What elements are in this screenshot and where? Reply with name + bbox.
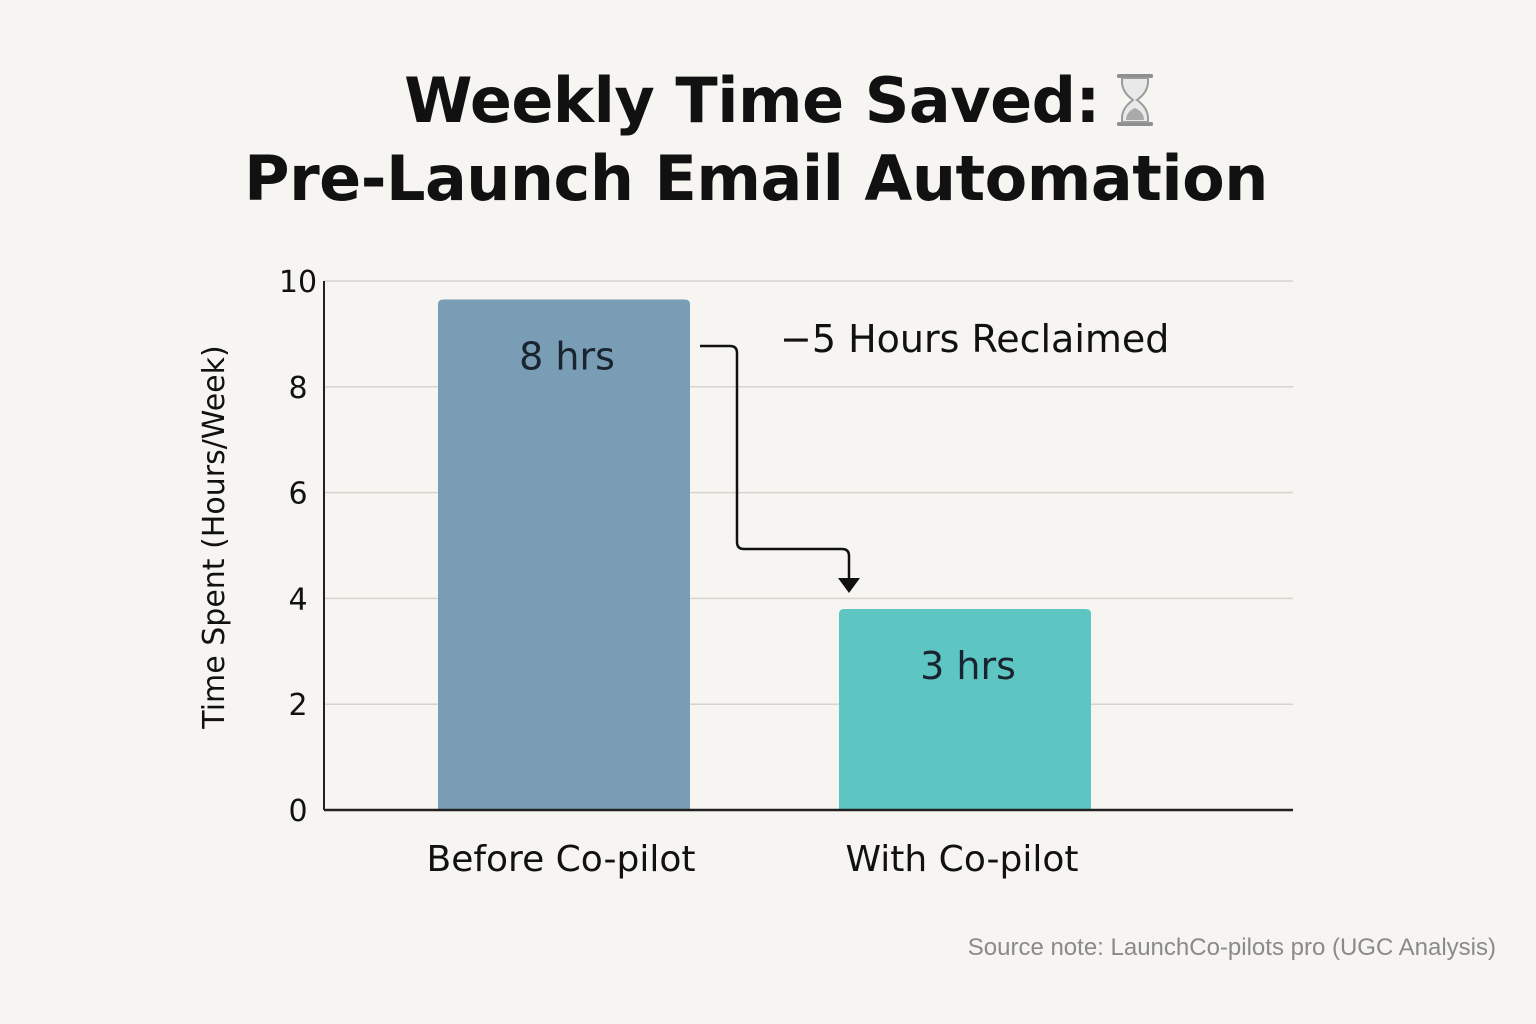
- y-tick-label: 4: [288, 582, 307, 617]
- chart-title-line: Weekly Time Saved:: [12, 62, 1536, 140]
- chart-subtitle: Pre-Launch Email Automation: [244, 142, 1268, 215]
- chart-title: Weekly Time Saved:: [404, 64, 1100, 137]
- annotation: −5 Hours Reclaimed: [700, 317, 1169, 593]
- axes: [323, 281, 1293, 812]
- x-category-label: With Co-pilot: [846, 839, 1079, 880]
- reclaimed-arrowhead: [838, 578, 860, 593]
- reclaimed-arrow: [700, 344, 851, 580]
- y-tick-label: 0: [288, 794, 307, 829]
- bar-1: [438, 299, 690, 810]
- y-tick-label: 10: [279, 265, 317, 300]
- y-tick-label: 6: [288, 477, 307, 512]
- y-tick-label: 8: [288, 371, 307, 406]
- bar-data-label: 8 hrs: [519, 335, 615, 379]
- annotation-text: −5 Hours Reclaimed: [780, 317, 1169, 361]
- y-tick-label: 2: [288, 688, 307, 723]
- chart-title-block: Weekly Time Saved: Pre-Launch Email Auto…: [0, 62, 1536, 218]
- x-category-label: Before Co-pilot: [427, 839, 696, 880]
- hourglass-icon: [1116, 74, 1153, 126]
- bars: [438, 299, 1091, 810]
- source-note: Source note: LaunchCo-pilots pro (UGC An…: [967, 934, 1496, 961]
- labels: 0 2 4 6 8 10 8 hrs Before Co-pilot 3 hrs With Co-…: [279, 265, 1079, 880]
- bar-2: [839, 608, 1091, 810]
- y-axis-title: Time Spent (Hours/Week): [197, 345, 232, 729]
- bar-data-label: 3 hrs: [920, 644, 1016, 688]
